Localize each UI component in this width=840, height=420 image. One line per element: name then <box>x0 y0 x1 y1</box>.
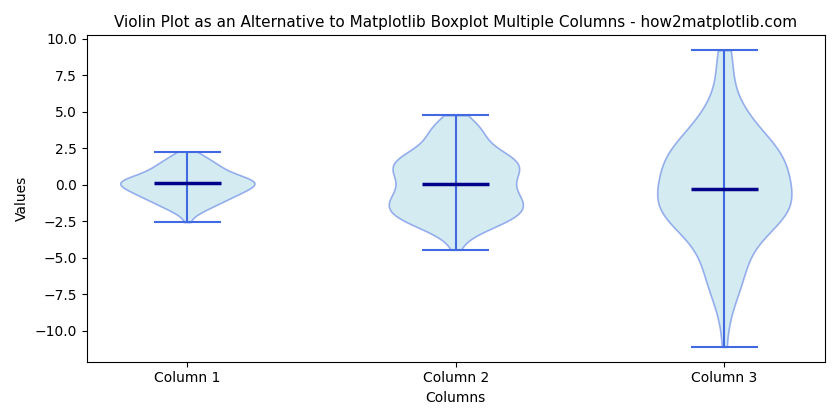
Y-axis label: Values: Values <box>15 176 29 221</box>
X-axis label: Columns: Columns <box>426 391 486 405</box>
Title: Violin Plot as an Alternative to Matplotlib Boxplot Multiple Columns - how2matpl: Violin Plot as an Alternative to Matplot… <box>114 15 797 30</box>
